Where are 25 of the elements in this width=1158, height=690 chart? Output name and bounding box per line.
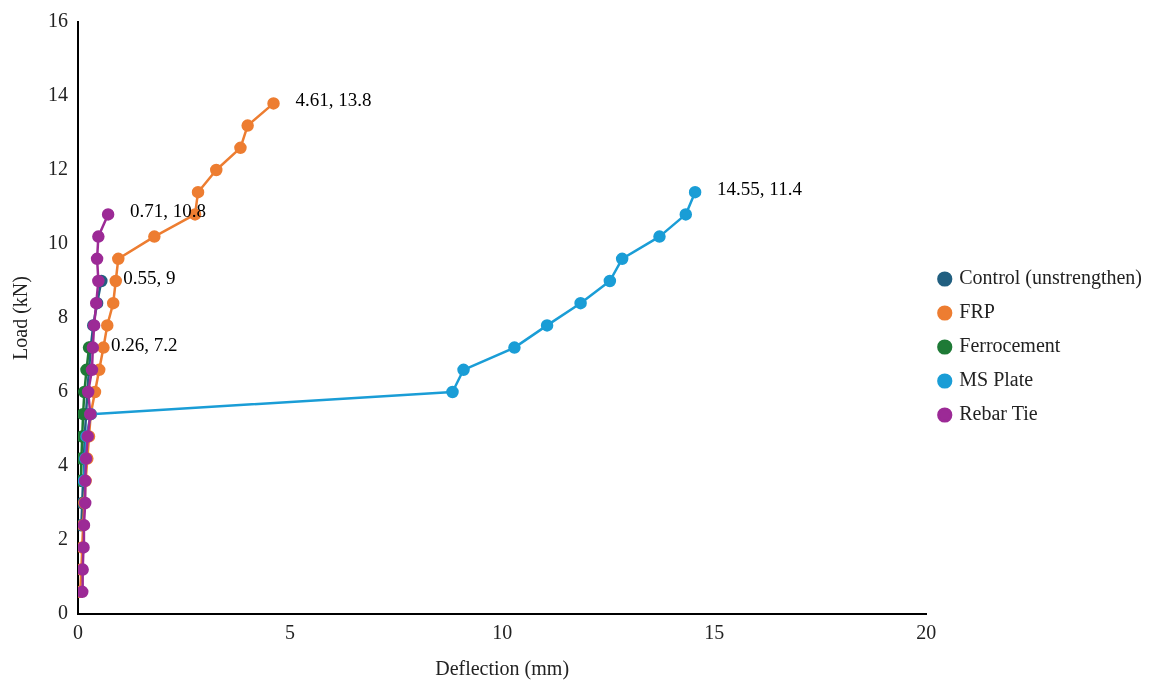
y-tick-label: 0: [58, 601, 68, 624]
x-tick-label: 5: [285, 621, 296, 644]
y-tick-label: 4: [58, 453, 68, 476]
annotation: 14.55, 11.4: [717, 178, 803, 200]
x-tick-label: 0: [73, 621, 83, 644]
x-tick-label: 15: [704, 621, 725, 644]
legend-label: Control (unstrengthen): [959, 266, 1143, 290]
legend-label: FRP: [959, 300, 995, 323]
annotation: 0.26, 7.2: [111, 333, 178, 355]
y-tick-label: 10: [48, 231, 68, 254]
y-tick-label: 16: [48, 9, 68, 32]
legend-label: Ferrocement: [959, 334, 1061, 357]
y-tick-label: 14: [48, 83, 68, 106]
annotation: 4.61, 13.8: [295, 89, 372, 111]
annotation: 0.55, 9: [123, 266, 176, 288]
y-tick-label: 12: [48, 157, 68, 180]
x-axis-title: Deflection (mm): [435, 657, 570, 681]
x-tick-label: 10: [492, 621, 513, 644]
y-tick-label: 2: [58, 527, 68, 550]
y-tick-label: 6: [58, 379, 68, 402]
y-tick-label: 8: [58, 305, 68, 328]
legend-label: Rebar Tie: [959, 402, 1038, 425]
legend-label: MS Plate: [959, 368, 1034, 391]
y-axis-title: Load (kN): [9, 276, 33, 360]
x-tick-label: 20: [916, 621, 937, 644]
